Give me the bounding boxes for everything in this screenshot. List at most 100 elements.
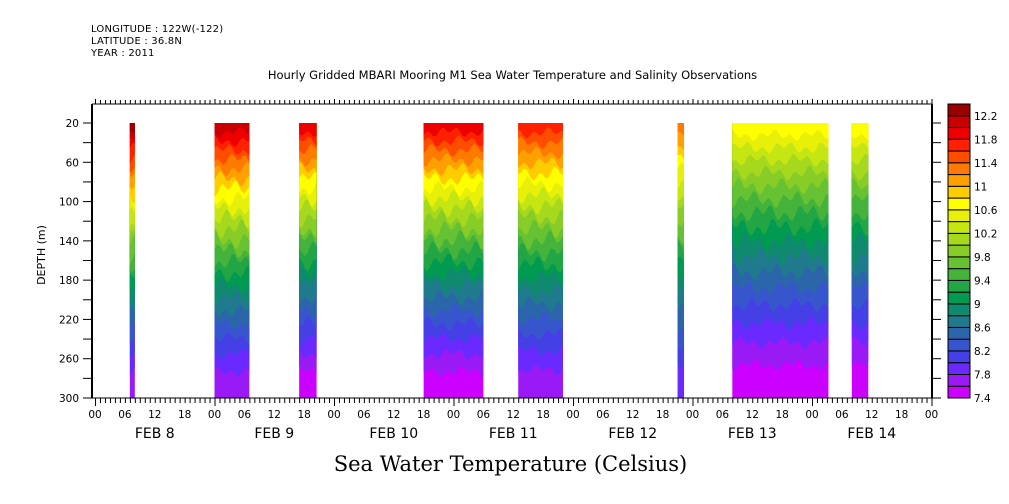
x-hour-label: 12	[387, 409, 400, 421]
data-segments	[129, 123, 869, 398]
x-hour-label: 06	[118, 409, 132, 421]
colorbar-label: 8.2	[974, 346, 991, 358]
x-day-label: FEB 12	[608, 426, 657, 442]
colorbar-label: 8.6	[974, 322, 991, 334]
contour-band	[299, 123, 317, 137]
year-label: YEAR : 2011	[91, 48, 155, 59]
contour-band	[129, 123, 135, 135]
bottom-title: Sea Water Temperature (Celsius)	[333, 452, 688, 476]
contour-band	[423, 123, 484, 137]
x-hour-label: 12	[746, 409, 759, 421]
colorbar-box	[947, 103, 971, 117]
data-segment	[851, 123, 869, 398]
colorbar-box	[947, 315, 971, 328]
data-segment	[677, 123, 685, 398]
colorbar-label: 11.8	[974, 134, 997, 146]
colorbar-box	[947, 303, 971, 317]
plot-frame	[91, 103, 933, 399]
y-tick-label: 260	[59, 354, 79, 366]
y-tick-label: 20	[66, 118, 79, 130]
y-tick-label: 140	[59, 236, 79, 248]
colorbar-box	[947, 279, 971, 293]
contour-band	[851, 123, 869, 141]
colorbar-box	[947, 256, 971, 270]
y-tick-label: 180	[59, 275, 79, 287]
colorbar-label: 9.4	[974, 275, 991, 287]
colorbar-box	[947, 350, 971, 364]
colorbar-box	[947, 244, 971, 258]
y-axis: 20 60 100 140 180 220 260 300	[59, 118, 941, 405]
colorbar-box	[947, 373, 971, 387]
colorbar-box	[947, 162, 971, 176]
y-tick-label: 220	[59, 314, 79, 326]
colorbar: 12.2 11.8 11.4 11 10.6 10.2 9.8 9.4 9 8.6 8.2 7.8 7.…	[947, 103, 998, 405]
x-hour-label: 00	[566, 409, 579, 421]
colorbar-label: 7.8	[974, 369, 991, 381]
data-segment	[423, 123, 484, 398]
x-hour-label: 00	[447, 409, 460, 421]
y-tick-label: 300	[59, 393, 79, 405]
colorbar-box	[947, 138, 971, 152]
colorbar-box	[947, 362, 971, 375]
x-day-label: FEB 10	[369, 426, 418, 442]
x-hour-label: 06	[596, 409, 610, 421]
colorbar-box	[947, 127, 971, 140]
x-hour-label: 06	[716, 409, 730, 421]
x-hour-label: 18	[775, 409, 788, 421]
data-segment	[518, 123, 564, 398]
x-hour-label: 18	[536, 409, 549, 421]
x-hour-label: 12	[865, 409, 878, 421]
longitude-label: LONGITUDE : 122W(-122)	[91, 24, 224, 35]
colorbar-box	[947, 232, 971, 246]
x-hour-label: 06	[477, 409, 491, 421]
x-hour-label: 18	[895, 409, 908, 421]
x-day-label: FEB 13	[728, 426, 777, 442]
x-hour-label: 00	[88, 409, 101, 421]
contour-band	[518, 123, 563, 139]
x-hour-label: 12	[507, 409, 520, 421]
x-day-label: FEB 14	[847, 426, 896, 442]
x-hour-label: 12	[268, 409, 281, 421]
colorbar-box	[947, 150, 971, 164]
colorbar-box	[947, 174, 971, 187]
contour-band	[677, 123, 684, 136]
colorbar-label: 9	[974, 299, 981, 311]
colorbar-box	[947, 115, 971, 129]
x-hour-label: 18	[297, 409, 310, 421]
colorbar-label: 7.4	[974, 393, 991, 405]
x-axis: 00 06 12 18 00 06 12 18 00 06 12 18 00 06 12 18 00 06 12 18…	[88, 99, 938, 442]
x-day-label: FEB 8	[135, 426, 175, 442]
x-day-label: FEB 11	[489, 426, 538, 442]
colorbar-label: 10.2	[974, 228, 997, 240]
data-segment	[214, 123, 250, 398]
x-hour-label: 12	[148, 409, 161, 421]
contour-band	[732, 123, 829, 142]
y-tick-label: 100	[59, 197, 79, 209]
x-hour-label: 00	[925, 409, 938, 421]
colorbar-label: 11.4	[974, 158, 998, 170]
colorbar-box	[947, 291, 971, 305]
x-hour-label: 18	[656, 409, 669, 421]
colorbar-box	[947, 326, 971, 340]
y-axis-label: DEPTH (m)	[35, 225, 48, 285]
colorbar-box	[947, 185, 971, 199]
colorbar-label: 11	[974, 181, 987, 193]
data-segment	[299, 123, 317, 398]
colorbar-box	[947, 268, 971, 281]
latitude-label: LATITUDE : 36.8N	[91, 36, 183, 47]
x-hour-label: 00	[208, 409, 221, 421]
colorbar-label: 9.8	[974, 252, 991, 264]
x-hour-label: 00	[805, 409, 818, 421]
colorbar-box	[947, 221, 971, 234]
x-hour-label: 00	[327, 409, 340, 421]
colorbar-box	[947, 338, 971, 352]
data-segment	[732, 123, 829, 398]
chart-title: Hourly Gridded MBARI Mooring M1 Sea Wate…	[267, 68, 758, 82]
x-hour-label: 06	[357, 409, 371, 421]
y-tick-label: 60	[66, 157, 79, 169]
colorbar-box	[947, 385, 971, 399]
data-segment	[129, 123, 135, 398]
x-hour-label: 06	[238, 409, 252, 421]
x-hour-label: 06	[835, 409, 849, 421]
